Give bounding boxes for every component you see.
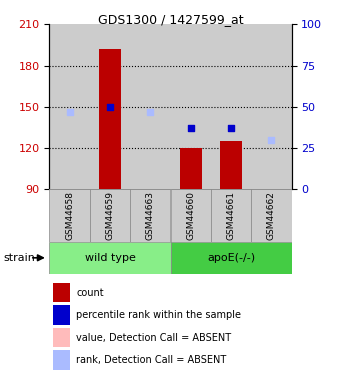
Bar [251, 189, 292, 242]
Bar [53, 328, 70, 347]
Bar [170, 242, 292, 274]
Bar [90, 24, 130, 189]
Text: GSM44659: GSM44659 [105, 191, 115, 240]
Point [269, 137, 274, 143]
Bar [49, 24, 90, 189]
Bar [130, 24, 170, 189]
Bar [170, 189, 211, 242]
Bar [49, 189, 90, 242]
Text: rank, Detection Call = ABSENT: rank, Detection Call = ABSENT [76, 355, 226, 365]
Text: GDS1300 / 1427599_at: GDS1300 / 1427599_at [98, 13, 243, 26]
Text: GSM44658: GSM44658 [65, 191, 74, 240]
Bar [53, 283, 70, 302]
Text: count: count [76, 288, 104, 297]
Bar [53, 350, 70, 370]
Text: wild type: wild type [85, 253, 135, 263]
Bar [49, 242, 170, 274]
Text: percentile rank within the sample: percentile rank within the sample [76, 310, 241, 320]
Bar [90, 189, 130, 242]
Point [67, 110, 72, 116]
Text: GSM44661: GSM44661 [226, 191, 236, 240]
Text: GSM44660: GSM44660 [186, 191, 195, 240]
Bar [53, 305, 70, 325]
Bar [211, 24, 251, 189]
Text: GSM44662: GSM44662 [267, 191, 276, 240]
Bar [220, 141, 242, 189]
Point [148, 110, 153, 116]
Text: value, Detection Call = ABSENT: value, Detection Call = ABSENT [76, 333, 231, 342]
Text: apoE(-/-): apoE(-/-) [207, 253, 255, 263]
Point [107, 104, 113, 110]
Point [228, 124, 234, 130]
Point [188, 124, 193, 130]
Text: strain: strain [3, 253, 35, 263]
Bar [130, 189, 170, 242]
Bar [211, 189, 251, 242]
Bar [251, 24, 292, 189]
Bar [180, 148, 202, 189]
Text: GSM44663: GSM44663 [146, 191, 155, 240]
Bar [170, 24, 211, 189]
Bar [99, 49, 121, 189]
